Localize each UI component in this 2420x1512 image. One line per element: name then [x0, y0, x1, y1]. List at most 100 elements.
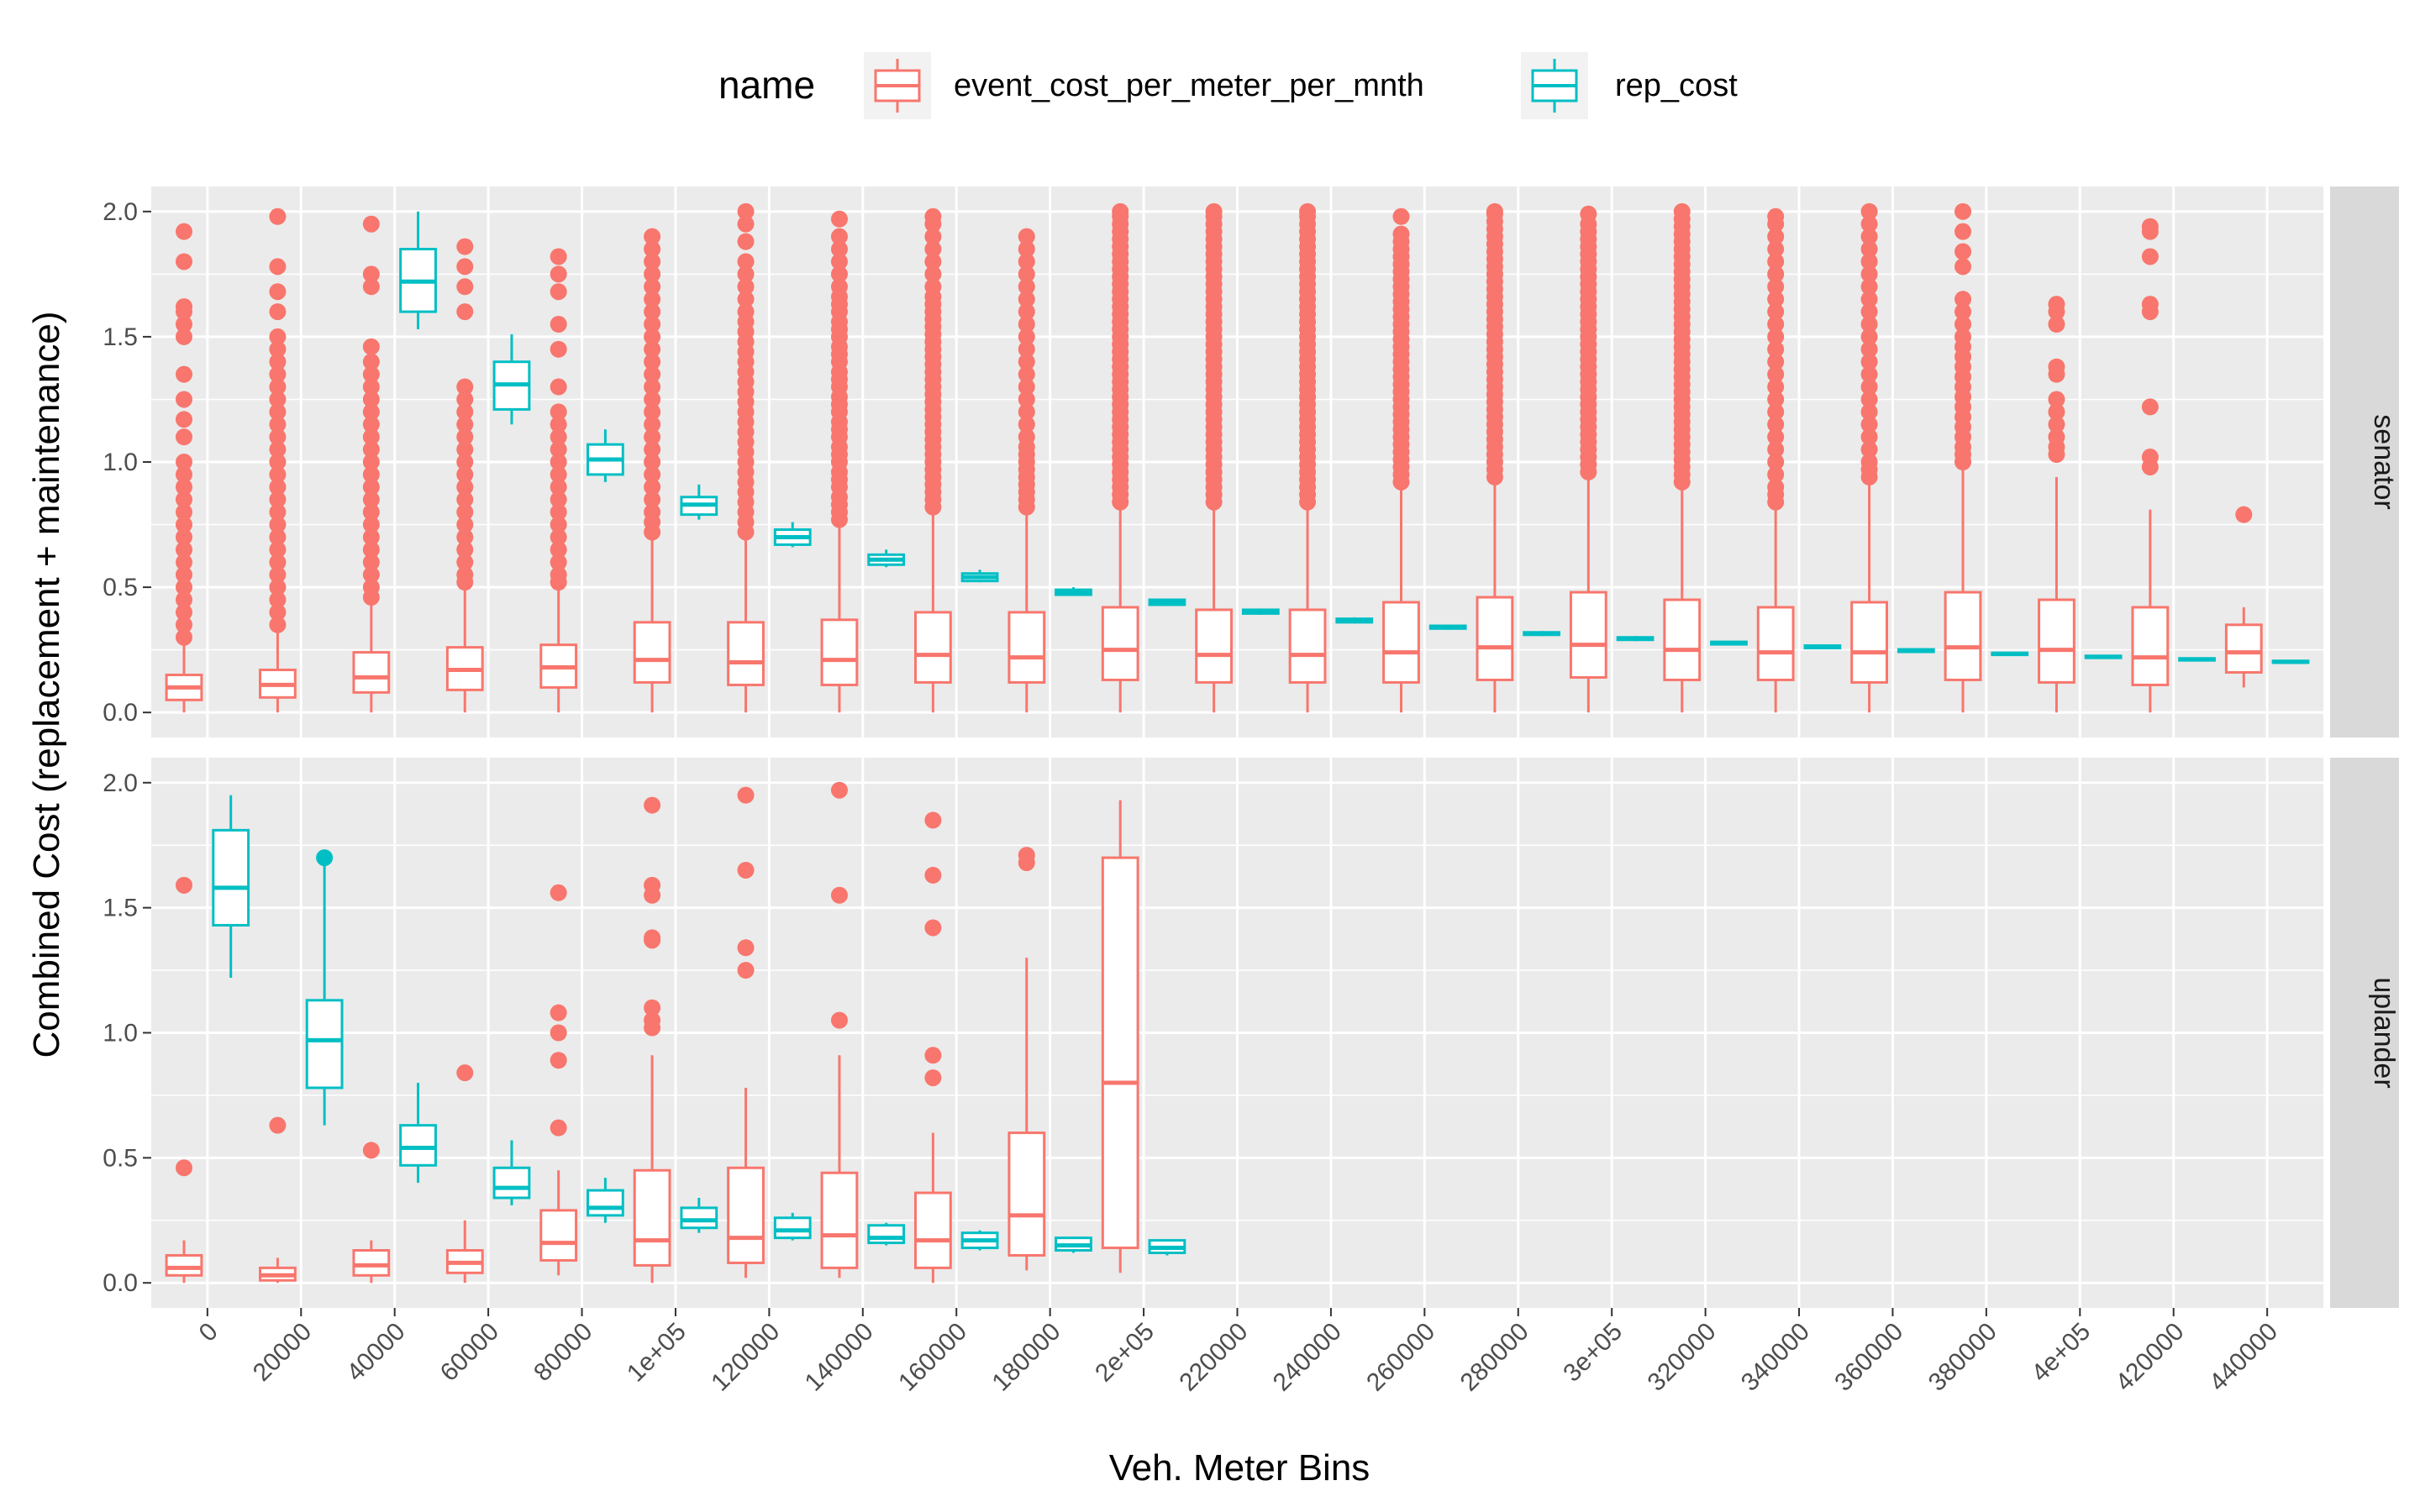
outlier-point: [830, 886, 848, 904]
outlier-point: [269, 566, 287, 584]
box-body: [1101, 606, 1139, 681]
box-rep_cost-360000: [1897, 648, 1935, 654]
outlier-point: [2048, 428, 2065, 446]
outlier-point: [175, 391, 192, 408]
outlier-point: [175, 454, 192, 470]
outlier-point: [550, 416, 567, 433]
box-body: [1850, 601, 1888, 684]
outlier-point: [269, 428, 287, 446]
outlier-point: [550, 248, 567, 265]
x-tick-label: 1e+05: [622, 1318, 692, 1388]
outlier-point: [644, 403, 661, 421]
outlier-point: [644, 316, 661, 333]
outlier-point: [644, 929, 661, 947]
box-event_cost_per_meter_per_mnth-380000: [1944, 202, 1982, 713]
outlier-point: [269, 403, 287, 421]
outlier-point: [924, 253, 942, 270]
outlier-point: [737, 786, 755, 804]
legend-label-event-cost: event_cost_per_meter_per_mnth: [954, 68, 1424, 103]
box-body: [492, 1166, 531, 1200]
outlier-point: [644, 365, 661, 383]
outlier-point: [362, 566, 380, 584]
outlier-point: [1018, 316, 1035, 333]
x-tick-label: 420000: [2111, 1318, 2190, 1397]
outlier-point: [456, 491, 474, 508]
outlier-point: [175, 566, 192, 584]
outlier-point: [362, 265, 380, 283]
outlier-point: [175, 411, 192, 428]
outlier-point: [269, 378, 287, 396]
outlier-point: [269, 283, 287, 301]
box-body: [633, 1168, 671, 1267]
box-body: [1663, 598, 1702, 681]
box-rep_cost-120000: [773, 1212, 812, 1241]
outlier-point: [362, 403, 380, 421]
box-body: [1476, 596, 1514, 681]
legend-label-rep-cost: rep_cost: [1615, 68, 1738, 103]
outlier-point: [456, 391, 474, 408]
outlier-point: [362, 491, 380, 508]
y-tick-label: 0.0: [103, 1269, 138, 1297]
outlier-point: [175, 491, 192, 508]
box-event_cost_per_meter_per_mnth-0: [165, 223, 203, 713]
x-tick-label: 120000: [706, 1318, 785, 1397]
box-rep_cost-1e+05: [680, 1198, 718, 1233]
outlier-point: [737, 962, 755, 979]
outlier-point: [644, 291, 661, 308]
outlier-point: [362, 416, 380, 433]
outlier-point: [362, 454, 380, 470]
box-body: [727, 1166, 765, 1264]
box-rep_cost-80000: [587, 429, 624, 482]
box-event_cost_per_meter_per_mnth-140000: [820, 781, 859, 1278]
y-tick-label: 2.0: [103, 769, 138, 797]
outlier-point: [175, 428, 192, 446]
outlier-point: [644, 228, 661, 245]
outlier-point: [175, 579, 192, 596]
x-tick-label: 320000: [1642, 1318, 1721, 1397]
outlier-point: [456, 428, 474, 446]
outlier-point: [924, 278, 942, 296]
box-rep_cost-280000: [1523, 631, 1561, 637]
x-tick-label: 220000: [1174, 1318, 1253, 1397]
outlier-point: [362, 365, 380, 383]
outlier-point: [175, 628, 192, 646]
box-event_cost_per_meter_per_mnth-40000: [352, 1142, 391, 1284]
box-event_cost_per_meter_per_mnth-1e+05: [633, 228, 671, 713]
box-rep_cost-260000: [1428, 624, 1467, 630]
outlier-point: [644, 328, 661, 345]
outlier-point: [1767, 253, 1785, 270]
outlier-point: [456, 278, 474, 296]
box-rep_cost-440000: [2271, 659, 2310, 664]
legend-key-rep-cost: [1521, 52, 1588, 119]
outlier-point: [550, 428, 567, 446]
outlier-point: [1767, 278, 1785, 296]
outlier-point: [1018, 391, 1035, 408]
box-event_cost_per_meter_per_mnth-280000: [1476, 202, 1514, 713]
facet-strip: [2330, 758, 2399, 1308]
outlier-point: [550, 566, 567, 584]
box-event_cost_per_meter_per_mnth-260000: [1382, 207, 1420, 713]
y-tick-label: 0.5: [103, 574, 138, 601]
outlier-point: [1860, 215, 1878, 233]
outlier-point: [456, 416, 474, 433]
outlier-point: [1860, 303, 1878, 321]
box-rep_cost-140000: [867, 549, 906, 568]
legend-title: name: [718, 63, 815, 107]
box-body: [1756, 606, 1795, 681]
outlier-point: [830, 253, 848, 270]
outlier-point: [550, 1119, 567, 1137]
outlier-point: [2048, 416, 2065, 433]
legend-key-event-cost: [864, 52, 931, 119]
x-tick-label: 2e+05: [1090, 1318, 1160, 1388]
box-rep_cost-20000: [305, 849, 344, 1126]
outlier-point: [924, 919, 942, 937]
outlier-point: [830, 1011, 848, 1029]
outlier-point: [269, 478, 287, 496]
outlier-point: [269, 328, 287, 345]
box-body: [1288, 608, 1327, 684]
outlier-point: [175, 528, 192, 546]
outlier-point: [924, 228, 942, 245]
box-event_cost_per_meter_per_mnth-120000: [727, 786, 765, 1278]
outlier-point: [269, 554, 287, 571]
box-event_cost_per_meter_per_mnth-320000: [1663, 202, 1702, 713]
